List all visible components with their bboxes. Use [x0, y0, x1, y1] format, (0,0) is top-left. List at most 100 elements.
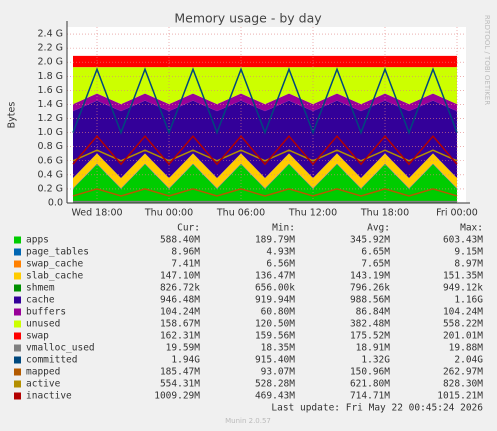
y-tick-label: 0.6 G — [38, 155, 64, 166]
legend-swatch — [14, 320, 21, 328]
legend-stat: 8.96M — [171, 247, 200, 258]
legend-stat: 201.01M — [443, 331, 483, 342]
y-tick-label: 0.2 G — [38, 183, 64, 194]
legend-stat: 136.47M — [255, 271, 295, 282]
legend-stat: 1.94G — [171, 355, 200, 366]
legend-swatch — [14, 296, 21, 304]
legend-swatch — [14, 332, 21, 340]
legend-stat: 1.32G — [361, 355, 390, 366]
legend-stat: 185.47M — [160, 367, 200, 378]
legend-stat: 2.04G — [454, 355, 483, 366]
x-tick-label: Fri 00:00 — [436, 208, 478, 219]
y-tick-label: 0.8 G — [38, 141, 64, 152]
legend-label: apps — [26, 235, 49, 246]
legend-stat: 19.59M — [166, 343, 201, 354]
legend-label: committed — [26, 355, 77, 366]
legend-stat: 7.65M — [361, 259, 390, 270]
legend-label: shmem — [26, 283, 55, 294]
legend-stat: 1009.29M — [154, 391, 200, 402]
area — [73, 153, 457, 188]
legend-label: inactive — [26, 391, 72, 402]
legend-stat: 946.48M — [160, 295, 200, 306]
x-tick-label: Thu 12:00 — [288, 208, 337, 219]
legend-stat: 528.28M — [255, 379, 295, 390]
legend-stat: 656.00k — [255, 283, 295, 294]
legend-swatch — [14, 368, 21, 376]
column-header: Min: — [272, 223, 295, 234]
legend-stat: 345.92M — [350, 235, 390, 246]
legend-stat: 469.43M — [255, 391, 295, 402]
legend-stat: 262.97M — [443, 367, 483, 378]
legend-stat: 93.07M — [261, 367, 296, 378]
column-header: Max: — [460, 223, 483, 234]
legend-stat: 150.96M — [350, 367, 390, 378]
area — [73, 67, 457, 105]
legend-stat: 621.80M — [350, 379, 390, 390]
legend-stat: 1.16G — [454, 295, 483, 306]
legend-swatch — [14, 344, 21, 352]
y-tick-label: 0.0 — [48, 198, 63, 209]
y-tick-label: 1.2 G — [38, 113, 64, 124]
line — [72, 134, 458, 166]
legend-stat: 19.88M — [449, 343, 484, 354]
legend-stat: 86.84M — [356, 307, 391, 318]
legend-stat: 60.80M — [261, 307, 296, 318]
legend-stat: 159.56M — [255, 331, 295, 342]
area — [73, 93, 457, 112]
legend-stat: 6.65M — [361, 247, 390, 258]
chart-title: Memory usage - by day — [174, 11, 322, 26]
legend-stat: 558.22M — [443, 319, 483, 330]
legend-stat: 826.72k — [160, 283, 200, 294]
version: Munin 2.0.57 — [225, 417, 271, 425]
legend-stat: 382.48M — [350, 319, 390, 330]
legend-label: cache — [26, 295, 55, 306]
legend-stat: 120.50M — [255, 319, 295, 330]
legend-swatch — [14, 272, 21, 280]
y-axis-label: Bytes — [7, 102, 18, 129]
legend-stat: 919.94M — [255, 295, 295, 306]
legend-stat: 714.71M — [350, 391, 390, 402]
legend-stat: 175.52M — [350, 331, 390, 342]
legend-label: page_tables — [26, 247, 89, 258]
side-note: RRDTOOL / TOBI OETIKER — [483, 15, 491, 105]
legend-stat: 18.91M — [356, 343, 391, 354]
x-tick-label: Thu 18:00 — [360, 208, 409, 219]
legend-swatch — [14, 284, 21, 292]
y-tick-label: 2.4 G — [38, 29, 64, 40]
legend-swatch — [14, 260, 21, 268]
footer: Last update: Fri May 22 00:45:24 2026 — [271, 403, 483, 414]
legend-stat: 104.24M — [443, 307, 483, 318]
legend-swatch — [14, 356, 21, 364]
line — [72, 188, 458, 197]
area — [73, 55, 457, 68]
y-tick-label: 1.8 G — [38, 71, 64, 82]
legend-label: active — [26, 379, 61, 390]
line — [72, 149, 458, 162]
legend-label: vmalloc_used — [26, 343, 95, 354]
column-header: Avg: — [367, 223, 390, 234]
legend-stat: 7.41M — [171, 259, 200, 270]
legend-stat: 1015.21M — [437, 391, 483, 402]
legend-label: buffers — [26, 307, 66, 318]
y-tick-label: 0.4 G — [38, 169, 64, 180]
legend-stat: 18.35M — [261, 343, 296, 354]
legend-label: swap_cache — [26, 259, 83, 270]
column-header: Cur: — [177, 223, 200, 234]
plot — [73, 55, 457, 203]
legend-stat: 143.19M — [350, 271, 390, 282]
legend-stat: 147.10M — [160, 271, 200, 282]
legend-label: unused — [26, 319, 60, 330]
legend-stat: 162.31M — [160, 331, 200, 342]
y-tick-label: 1.0 G — [38, 127, 64, 138]
y-tick-label: 1.6 G — [38, 85, 64, 96]
legend-stat: 949.12k — [443, 283, 483, 294]
legend-swatch — [14, 380, 21, 388]
legend-stat: 554.31M — [160, 379, 200, 390]
legend-stat: 104.24M — [160, 307, 200, 318]
area — [73, 100, 457, 179]
line — [72, 67, 458, 135]
legend-label: mapped — [26, 367, 60, 378]
legend-stat: 828.30M — [443, 379, 483, 390]
x-tick-label: Wed 18:00 — [71, 208, 122, 219]
